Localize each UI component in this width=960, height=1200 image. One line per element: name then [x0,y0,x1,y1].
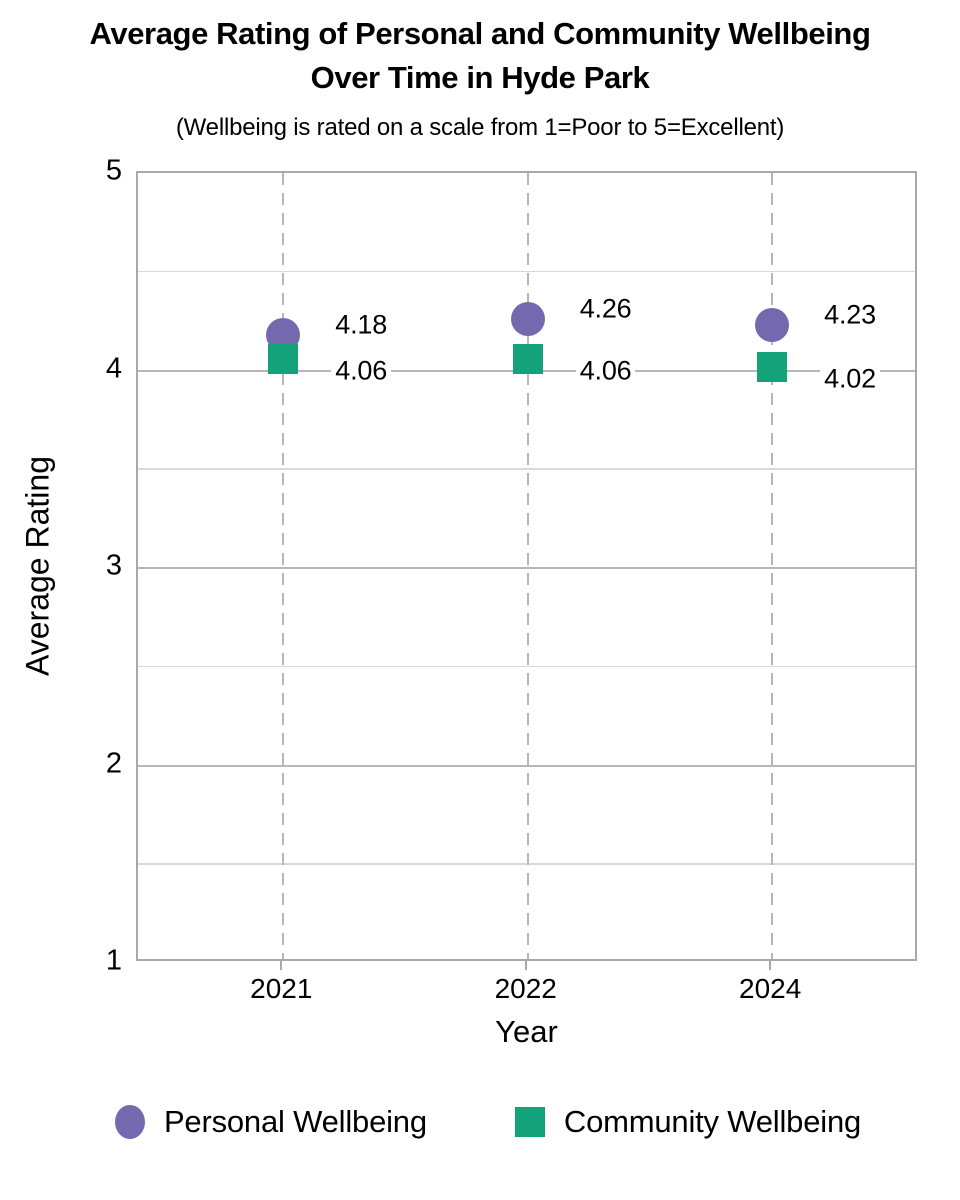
y-tick-label-5: 5 [105,154,122,187]
vertical-gridline-2021 [282,173,285,959]
minor-horizontal-gridline [138,270,915,273]
y-tick-label-2: 2 [105,747,122,779]
marker-community-wellbeing-2022 [512,343,543,374]
data-label-community-wellbeing-2024: 4.02 [820,362,880,396]
x-tick-label-2022: 2022 [494,973,557,1004]
x-tick-label-2024: 2024 [739,973,802,1004]
marker-community-wellbeing-2024 [757,351,788,382]
marker-personal-wellbeing-2022 [510,302,545,337]
legend-label-community-wellbeing: Community Wellbeing [563,1104,862,1139]
data-label-community-wellbeing-2022: 4.06 [575,354,636,388]
x-axis-title: Year [495,1014,558,1049]
y-tick-label-4: 4 [105,352,122,384]
chart-title-line1: Average Rating of Personal and Community… [89,16,871,51]
major-horizontal-gridline [138,567,915,569]
legend-label-personal-wellbeing: Personal Wellbeing [163,1104,427,1139]
chart-title: Average Rating of Personal and Community… [0,12,960,100]
personal-wellbeing-marker-icon [114,1105,145,1139]
data-label-personal-wellbeing-2024: 4.23 [820,298,880,332]
minor-horizontal-gridline [138,468,915,470]
y-tick-label-1: 1 [105,944,122,977]
vertical-gridline-2022 [526,173,529,959]
y-tick-label-3: 3 [105,549,122,582]
marker-community-wellbeing-2021 [268,343,299,374]
minor-horizontal-gridline [138,863,915,865]
data-label-personal-wellbeing-2021: 4.18 [331,308,392,342]
community-wellbeing-marker-icon [514,1107,545,1137]
major-horizontal-gridline [138,764,915,767]
legend: Personal Wellbeing Community Wellbeing [8,1096,960,1148]
x-tick-mark-2021 [280,961,283,970]
x-tick-mark-2022 [524,961,527,970]
chart-subtitle: (Wellbeing is rated on a scale from 1=Po… [175,114,785,141]
data-label-personal-wellbeing-2022: 4.26 [575,292,636,326]
x-tick-label-2021: 2021 [250,973,313,1004]
vertical-gridline-2024 [771,173,774,959]
minor-horizontal-gridline [138,665,915,668]
chart-title-line2: Over Time in Hyde Park [310,60,650,95]
legend-item-community-wellbeing: Community Wellbeing [514,1104,862,1140]
plot-area: 4.18 4.26 4.23 4.06 4.06 4.02 [136,171,917,961]
x-tick-mark-2024 [769,961,772,970]
data-label-community-wellbeing-2021: 4.06 [331,354,392,388]
legend-item-personal-wellbeing: Personal Wellbeing [114,1104,427,1140]
marker-personal-wellbeing-2024 [755,308,790,343]
